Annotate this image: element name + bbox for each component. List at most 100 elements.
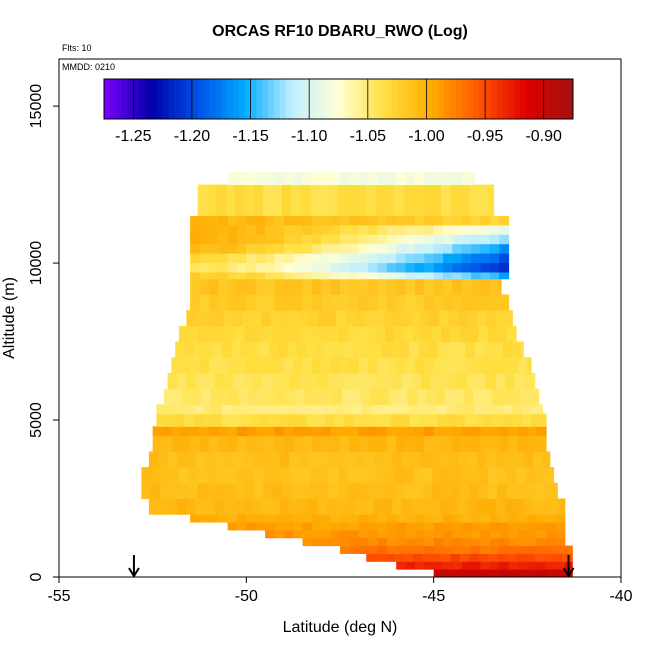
heatmap-cell xyxy=(489,426,500,437)
heatmap-cell xyxy=(386,253,397,264)
heatmap-cell xyxy=(263,467,274,484)
heatmap-cell xyxy=(293,272,304,280)
heatmap-cell xyxy=(246,263,257,273)
colorbar-segment xyxy=(473,79,480,119)
heatmap-cell xyxy=(298,310,309,327)
heatmap-cell xyxy=(396,514,407,523)
heatmap-cell xyxy=(246,357,257,374)
heatmap-cell xyxy=(461,514,472,523)
heatmap-cell xyxy=(478,325,489,343)
heatmap-cell xyxy=(330,253,341,264)
colorbar-segment xyxy=(127,79,134,119)
heatmap-cell xyxy=(452,272,463,280)
heatmap-cell xyxy=(321,529,332,539)
heatmap-cell xyxy=(517,561,528,570)
colorbar-segment xyxy=(315,79,322,119)
heatmap-cell xyxy=(375,325,386,343)
heatmap-cell xyxy=(293,253,304,264)
heatmap-cell xyxy=(517,435,528,452)
heatmap-cell xyxy=(296,404,307,415)
heatmap-cell xyxy=(368,514,378,523)
heatmap-cell xyxy=(525,482,536,500)
heatmap-cell xyxy=(546,569,556,578)
heatmap-cell xyxy=(443,426,453,437)
colorbar-segment xyxy=(268,79,275,119)
heatmap-cell xyxy=(517,426,528,437)
heatmap-cell xyxy=(340,426,350,437)
heatmap-cell xyxy=(330,225,341,236)
heatmap-cell xyxy=(214,451,225,468)
heatmap-cell xyxy=(514,451,525,468)
heatmap-cell xyxy=(443,294,453,311)
heatmap-cell xyxy=(368,215,378,226)
heatmap-cell xyxy=(424,545,435,554)
heatmap-cell xyxy=(246,225,257,236)
heatmap-cell xyxy=(280,310,290,327)
heatmap-cell xyxy=(399,404,410,415)
heatmap-cell xyxy=(208,435,219,452)
heatmap-cell xyxy=(471,545,481,554)
heatmap-cell xyxy=(278,341,289,358)
heatmap-cell xyxy=(236,253,247,264)
heatmap-cell xyxy=(308,372,319,390)
heatmap-cell xyxy=(405,545,416,554)
heatmap-cell xyxy=(517,537,528,547)
heatmap-cell xyxy=(424,435,435,452)
heatmap-cell xyxy=(236,215,247,226)
heatmap-cell xyxy=(227,234,238,245)
heatmap-cell xyxy=(512,341,523,358)
heatmap-cell xyxy=(188,467,199,484)
heatmap-cell xyxy=(190,272,200,280)
heatmap-cell xyxy=(396,225,407,236)
colorbar-segment xyxy=(531,79,539,119)
heatmap-cell xyxy=(184,341,195,358)
heatmap-cell xyxy=(246,272,257,280)
heatmap-cell xyxy=(452,522,463,531)
heatmap-cell xyxy=(197,325,208,343)
heatmap-cell xyxy=(190,357,200,374)
heatmap-cell xyxy=(424,529,435,539)
heatmap-cell xyxy=(510,388,521,405)
heatmap-cell xyxy=(480,294,491,311)
heatmap-cell xyxy=(414,272,425,280)
heatmap-cell xyxy=(251,498,262,515)
heatmap-cell xyxy=(428,341,438,358)
heatmap-cell xyxy=(218,514,229,523)
heatmap-cell xyxy=(272,482,283,500)
heatmap-cell xyxy=(330,357,341,374)
heatmap-cell xyxy=(328,325,339,343)
heatmap-cell xyxy=(227,294,238,311)
heatmap-cell xyxy=(514,498,525,515)
heatmap-cell xyxy=(199,253,210,264)
colorbar-segment xyxy=(561,79,568,119)
heatmap-cell xyxy=(274,263,285,273)
colorbar-tick-label: -1.25 xyxy=(115,128,152,145)
heatmap-cell xyxy=(523,498,534,515)
heatmap-cell xyxy=(274,426,285,437)
heatmap-cell xyxy=(311,426,322,437)
heatmap-cell xyxy=(255,263,266,273)
heatmap-cell xyxy=(420,310,431,327)
heatmap-cell xyxy=(340,263,350,273)
heatmap-cell xyxy=(536,426,547,437)
heatmap-cell xyxy=(158,498,169,515)
heatmap-cell xyxy=(311,537,322,547)
y-tick-label: 15000 xyxy=(28,84,45,129)
heatmap-cell xyxy=(452,561,463,570)
heatmap-cell xyxy=(386,234,397,245)
heatmap-cell xyxy=(214,310,225,327)
heatmap-cell xyxy=(394,184,405,217)
heatmap-cell xyxy=(424,215,435,226)
colorbar-segment xyxy=(549,79,556,119)
heatmap-cell xyxy=(489,294,500,311)
heatmap-cell xyxy=(242,451,253,468)
heatmap-cell xyxy=(255,514,266,523)
heatmap-cell xyxy=(396,234,407,245)
heatmap-cell xyxy=(461,537,472,547)
heatmap-cell xyxy=(433,435,444,452)
colorbar-segment xyxy=(326,79,334,119)
heatmap-cell xyxy=(218,426,229,437)
heatmap-cell xyxy=(377,426,388,437)
heatmap-cell xyxy=(158,451,169,468)
heatmap-cell xyxy=(527,514,538,523)
